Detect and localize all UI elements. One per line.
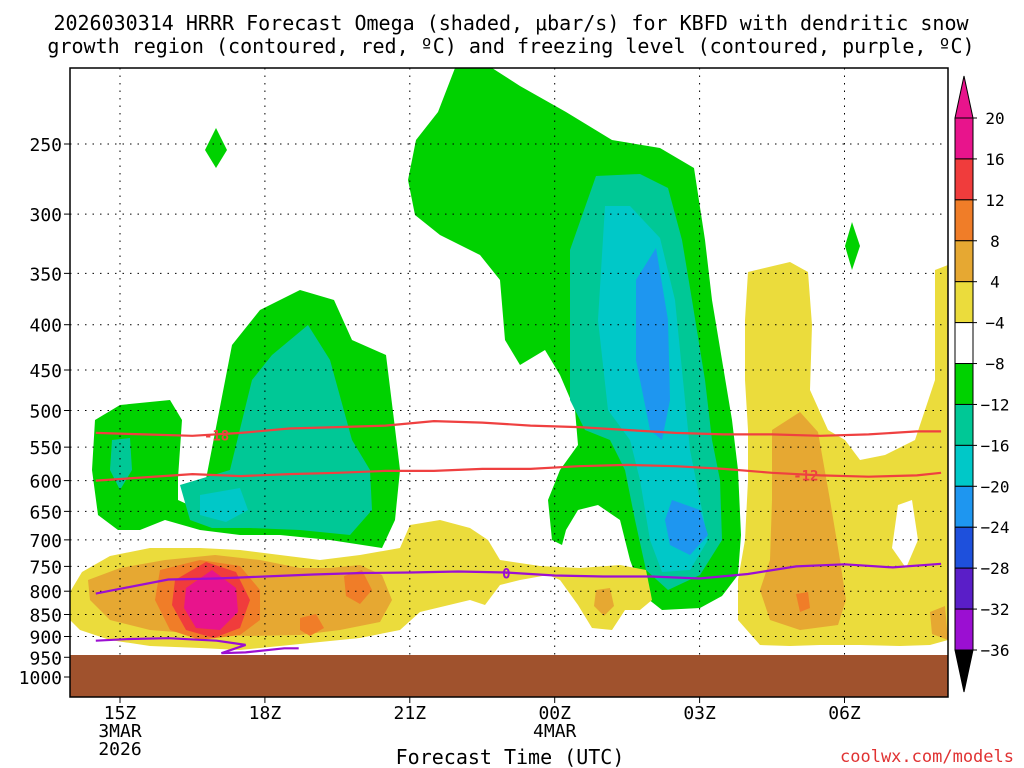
y-tick-label: 900 <box>29 627 62 648</box>
omega-orange-small-right <box>930 606 948 640</box>
colorbar-label: 4 <box>990 273 1000 292</box>
omega-colorbar: 20 16 12 8 4 −4 −8 −12 −16 −20 −24 −28 −32 −36 <box>954 75 1010 693</box>
contour-label-freezing-level-0: 0 <box>502 566 510 582</box>
x-date-label: 4MAR <box>533 721 577 742</box>
y-tick-label: 800 <box>29 582 62 603</box>
colorbar-bottom-arrow <box>954 649 974 693</box>
omega-cyan-small-left <box>200 488 248 522</box>
y-tick-label: 950 <box>29 648 62 669</box>
contour-dgz-minus-18 <box>95 419 942 437</box>
x-tick-label: 18Z <box>249 703 282 724</box>
omega-shading <box>70 68 948 650</box>
contour-label-dgz-minus-12: -12 <box>793 469 818 485</box>
omega-white-hole-right <box>892 500 918 568</box>
colorbar-label: −24 <box>981 518 1010 537</box>
contour-dgz-minus-12 <box>95 463 942 482</box>
y-tick-label: 1000 <box>19 668 62 689</box>
contour-freezing-level-0 <box>95 562 942 595</box>
x-tick-label: 06Z <box>828 703 861 724</box>
colorbar-band <box>954 199 974 242</box>
colorbar-band <box>954 158 974 201</box>
colorbar-label: 16 <box>985 150 1004 169</box>
colorbar-label: −16 <box>981 436 1010 455</box>
x-tick-label: 21Z <box>394 703 427 724</box>
omega-orange-small-center <box>594 588 614 616</box>
colorbar-label: −36 <box>981 641 1010 660</box>
omega-darkorange-small-b <box>300 614 324 636</box>
colorbar-top-arrow <box>954 75 974 119</box>
y-tick-label: 600 <box>29 472 62 493</box>
colorbar-label: −20 <box>981 477 1010 496</box>
colorbar-band <box>954 526 974 569</box>
contour-lines: -18 -12 0 <box>95 419 942 655</box>
colorbar-band <box>954 322 974 365</box>
colorbar-label: 8 <box>990 232 1000 251</box>
x-tick-label: 00Z <box>538 703 571 724</box>
x-tick-label: 03Z <box>683 703 716 724</box>
y-tick-label: 300 <box>29 205 62 226</box>
colorbar-band <box>954 363 974 405</box>
omega-blue-lower <box>665 500 708 555</box>
omega-darkorange-small-c <box>796 592 810 612</box>
credit-link[interactable]: coolwx.com/models <box>840 747 1014 767</box>
x-date-label: 3MAR <box>98 721 142 742</box>
colorbar-label: −8 <box>985 355 1004 374</box>
y-axis-tick-labels: 2503003504004505005506006507007508008509… <box>19 135 62 689</box>
colorbar-band <box>954 281 974 324</box>
y-tick-label: 850 <box>29 606 62 627</box>
colorbar-label: −28 <box>981 559 1010 578</box>
colorbar-band <box>954 567 974 610</box>
colorbar-band <box>954 485 974 528</box>
chart-title-line2: growth region (contoured, red, ºC) and f… <box>47 34 974 58</box>
omega-green-small-diamond-left <box>205 128 227 168</box>
x-axis-label: Forecast Time (UTC) <box>396 745 625 768</box>
x-year-label: 2026 <box>98 739 141 760</box>
x-tick-label: 15Z <box>104 703 137 724</box>
colorbar-band <box>954 444 974 487</box>
omega-teal-small-left <box>110 438 132 490</box>
y-tick-label: 750 <box>29 557 62 578</box>
chart-title-line1: 2026030314 HRRR Forecast Omega (shaded, … <box>53 11 969 35</box>
omega-darkorange-small-a <box>344 570 372 604</box>
grid-lines <box>64 68 948 703</box>
omega-blue-upper <box>636 248 670 440</box>
y-tick-label: 700 <box>29 531 62 552</box>
plot-area: -18 -12 0 <box>64 67 949 703</box>
y-tick-label: 550 <box>29 438 62 459</box>
colorbar-label: 20 <box>985 109 1004 128</box>
y-tick-label: 250 <box>29 135 62 156</box>
contour-label-dgz-minus-18: -18 <box>204 428 229 444</box>
y-tick-label: 650 <box>29 502 62 523</box>
y-tick-label: 400 <box>29 316 62 337</box>
colorbar-label: −4 <box>985 314 1004 333</box>
y-tick-label: 450 <box>29 361 62 382</box>
colorbar-label: −32 <box>981 600 1010 619</box>
omega-orange-right <box>760 412 846 630</box>
y-tick-label: 350 <box>29 264 62 285</box>
colorbar-band <box>954 608 974 651</box>
omega-green-small-diamond-right <box>845 222 860 270</box>
colorbar-label: −12 <box>981 395 1010 414</box>
colorbar-label: 12 <box>985 191 1004 210</box>
contour-freezing-level-lower <box>95 637 299 655</box>
y-tick-label: 500 <box>29 402 62 423</box>
ground-below-surface <box>70 655 948 697</box>
colorbar-band <box>954 117 974 160</box>
colorbar-band <box>954 240 974 283</box>
colorbar-band <box>954 403 974 446</box>
